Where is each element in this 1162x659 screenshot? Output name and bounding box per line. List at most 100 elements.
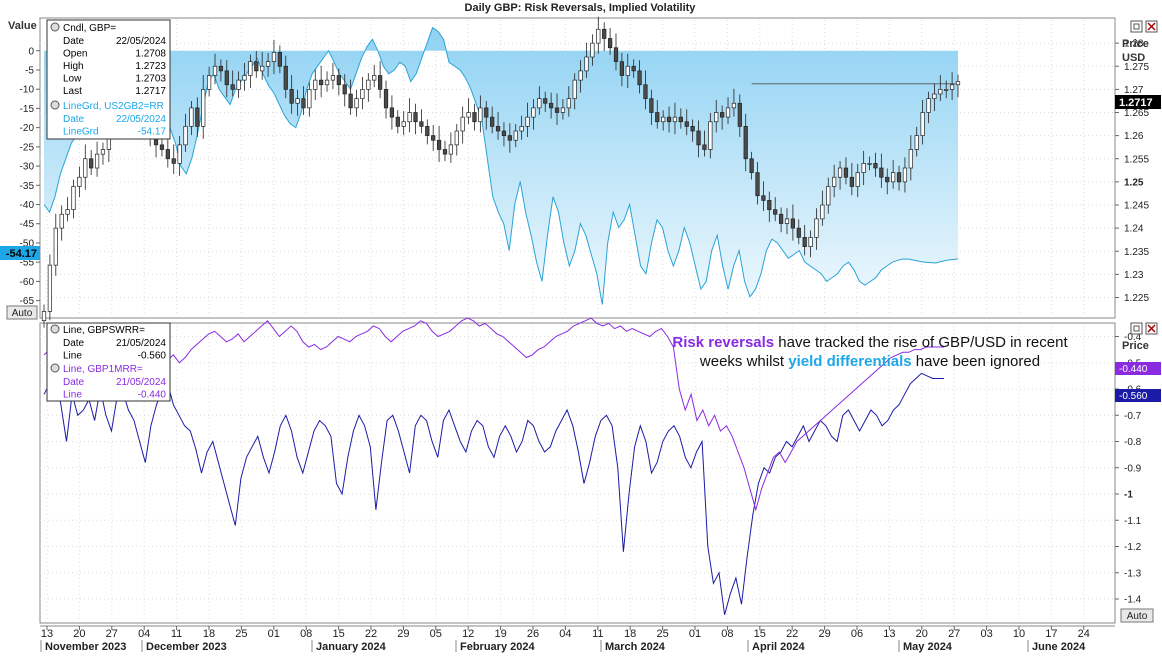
x-month-label: June 2024 xyxy=(1032,641,1086,653)
candle xyxy=(277,45,282,74)
candle-body xyxy=(784,218,790,224)
candle-body xyxy=(902,167,908,183)
candle xyxy=(631,59,636,78)
bottom-panel-window-icons[interactable] xyxy=(1130,322,1158,335)
candle xyxy=(737,94,742,138)
candle-body xyxy=(808,237,813,247)
candle-body xyxy=(584,56,589,72)
x-tick-label: 27 xyxy=(948,628,960,640)
candle-body xyxy=(65,209,70,215)
x-tick-label: 26 xyxy=(527,628,539,640)
right-tick-label: 1.25 xyxy=(1124,177,1144,188)
candle-body xyxy=(372,75,377,81)
maximize-icon[interactable] xyxy=(1130,322,1143,335)
right-current-swrr: -0.560 xyxy=(1119,391,1148,402)
candle xyxy=(47,254,53,321)
candle-body xyxy=(602,28,607,39)
candle-body xyxy=(737,102,742,127)
left-tick-label: -65 xyxy=(20,296,35,307)
right-tick-label: -1.3 xyxy=(1124,568,1142,579)
candle xyxy=(826,177,831,214)
candle xyxy=(543,91,548,113)
candle-body xyxy=(159,144,165,150)
candle-body xyxy=(932,93,937,99)
candle xyxy=(436,125,442,162)
legend-series-icon xyxy=(50,324,60,334)
left-tick-label: -50 xyxy=(20,238,35,249)
auto-button-bottom[interactable]: Auto xyxy=(1120,608,1154,623)
candle-body xyxy=(47,264,53,312)
candle xyxy=(460,106,465,144)
legend-row-value: 1.2723 xyxy=(135,61,166,72)
candle-body xyxy=(513,130,518,141)
candle xyxy=(790,204,796,241)
candle-body xyxy=(920,112,925,136)
candle-body xyxy=(814,218,819,238)
candle-body xyxy=(613,47,619,62)
candle-body xyxy=(395,116,400,127)
maximize-icon[interactable] xyxy=(1130,20,1143,33)
x-tick-label: 01 xyxy=(689,628,701,640)
right-tick-label: 1.235 xyxy=(1124,247,1149,258)
left-tick-label: -5 xyxy=(25,65,34,76)
candle xyxy=(684,109,689,136)
candle-body xyxy=(171,158,176,164)
candle-body xyxy=(377,75,383,90)
candle xyxy=(94,141,100,177)
candle-body xyxy=(189,107,194,127)
candle xyxy=(478,95,483,133)
candle xyxy=(944,80,949,99)
chart-title: Daily GBP: Risk Reversals, Implied Volat… xyxy=(465,2,697,14)
candle xyxy=(643,70,648,110)
right-tick-label: 1.225 xyxy=(1124,293,1149,304)
right-current-1mrr: -0.440 xyxy=(1119,364,1148,375)
candle-body xyxy=(201,89,206,127)
candle-body xyxy=(271,52,277,62)
candle xyxy=(271,39,277,75)
candle xyxy=(348,79,353,115)
candle xyxy=(383,80,389,119)
candle xyxy=(661,110,666,131)
legend-row-label: Line xyxy=(63,351,82,362)
candle-body xyxy=(41,311,47,321)
candle xyxy=(454,124,459,156)
candle-body xyxy=(696,130,701,146)
left-tick-label: 0 xyxy=(28,46,34,57)
auto-label-bottom: Auto xyxy=(1127,611,1148,622)
legend-row-label: Date xyxy=(63,36,85,47)
right-tick-label: 1.265 xyxy=(1124,108,1149,119)
candle-body xyxy=(413,112,418,123)
candle-body xyxy=(277,52,282,67)
candle xyxy=(914,126,919,157)
candle xyxy=(637,60,642,94)
candle xyxy=(861,150,866,186)
auto-button-top[interactable]: Auto xyxy=(6,305,38,320)
candle-body xyxy=(714,112,719,123)
candle xyxy=(867,156,872,171)
legend-row-label: Last xyxy=(63,86,82,97)
candle xyxy=(849,162,854,196)
x-tick-label: 06 xyxy=(851,628,863,640)
annotation-yield-differentials: yield differentials xyxy=(788,353,911,370)
candle xyxy=(613,33,619,71)
candle xyxy=(908,135,913,181)
candle xyxy=(596,16,601,54)
candle-body xyxy=(655,112,660,123)
candle-body xyxy=(442,149,448,155)
left-current-value: -54.17 xyxy=(6,248,37,260)
candle xyxy=(295,89,300,116)
right-tick-label: -1.2 xyxy=(1124,542,1142,553)
candle-body xyxy=(425,126,430,136)
legend-row-label: Date xyxy=(63,114,85,125)
candle xyxy=(554,93,560,125)
legend-row-label: Open xyxy=(63,49,87,60)
candle xyxy=(265,52,271,77)
candle-body xyxy=(324,79,330,86)
left-tick-label: -60 xyxy=(20,277,35,288)
candle xyxy=(395,110,400,134)
legend-row-value: 21/05/2024 xyxy=(116,377,166,388)
candle-body xyxy=(71,186,76,210)
candle-body xyxy=(242,75,247,81)
top-panel-window-icons[interactable] xyxy=(1130,20,1158,33)
candle-body xyxy=(360,89,365,99)
